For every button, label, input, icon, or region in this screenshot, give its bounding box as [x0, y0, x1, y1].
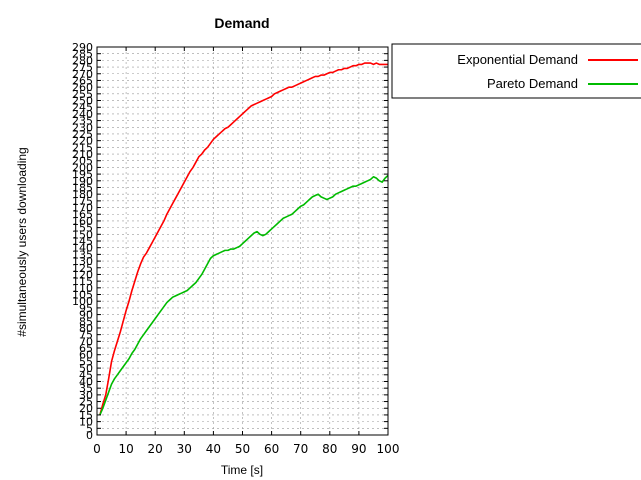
y-tick-label: 215 [72, 141, 93, 154]
series-line-pareto [99, 174, 389, 416]
y-tick-label: 125 [72, 262, 93, 275]
y-tick-label: 130 [72, 255, 93, 268]
y-tick-label: 230 [72, 121, 93, 134]
x-tick-label: 0 [93, 442, 101, 456]
x-tick-label: 100 [377, 442, 400, 456]
legend: Exponential Demand Pareto Demand [391, 43, 641, 99]
y-tick-label: 70 [79, 335, 93, 348]
y-tick-label: 160 [72, 215, 93, 228]
y-tick-label: 165 [72, 208, 93, 221]
y-tick-label: 205 [72, 155, 93, 168]
y-tick-label: 180 [72, 188, 93, 201]
y-tick-label: 10 [79, 416, 93, 429]
x-tick-label: 70 [293, 442, 308, 456]
y-tick-label: 280 [72, 54, 93, 67]
x-tick-label: 90 [351, 442, 366, 456]
y-tick-label: 265 [72, 74, 93, 87]
y-tick-label: 270 [72, 68, 93, 81]
y-tick-label: 185 [72, 181, 93, 194]
y-tick-label: 90 [79, 309, 93, 322]
y-tick-label: 260 [72, 81, 93, 94]
x-tick-label: 40 [206, 442, 221, 456]
y-tick-label: 220 [72, 135, 93, 148]
y-tick-label: 255 [72, 88, 93, 101]
y-axis-label: #simultaneously users downloading [15, 147, 29, 336]
x-tick-label: 50 [235, 442, 250, 456]
x-tick-label: 30 [177, 442, 192, 456]
y-tick-label: 245 [72, 101, 93, 114]
y-tick-label: 145 [72, 235, 93, 248]
y-tick-label: 235 [72, 115, 93, 128]
y-tick-label: 155 [72, 222, 93, 235]
y-tick-label: 85 [79, 315, 93, 328]
y-tick-label: 140 [72, 242, 93, 255]
y-tick-label: 55 [79, 355, 93, 368]
y-tick-label: 210 [72, 148, 93, 161]
y-tick-label: 115 [72, 275, 93, 288]
series-line-exponential [99, 62, 388, 416]
y-tick-label: 190 [72, 175, 93, 188]
y-tick-label: 65 [79, 342, 93, 355]
y-tick-label: 135 [72, 248, 93, 261]
y-tick-label: 200 [72, 161, 93, 174]
y-tick-label: 105 [72, 289, 93, 302]
legend-label-pareto: Pareto Demand [487, 76, 578, 91]
y-tick-label: 50 [79, 362, 93, 375]
legend-box [391, 43, 641, 99]
x-axis-ticks: 0 10 20 30 40 50 60 70 80 90 100 [93, 47, 399, 456]
grid [97, 47, 388, 435]
y-tick-label: 35 [79, 382, 93, 395]
y-tick-label: 275 [72, 61, 93, 74]
legend-label-exponential: Exponential Demand [457, 52, 578, 67]
y-tick-label: 250 [72, 95, 93, 108]
y-tick-label: 5 [86, 422, 93, 435]
x-tick-label: 10 [118, 442, 133, 456]
x-tick-label: 60 [264, 442, 279, 456]
y-tick-label: 45 [79, 369, 93, 382]
x-tick-label: 80 [322, 442, 337, 456]
y-tick-label: 95 [79, 302, 93, 315]
y-tick-label: 240 [72, 108, 93, 121]
y-tick-label: 285 [72, 48, 93, 61]
y-tick-label: 110 [72, 282, 93, 295]
y-tick-label: 75 [79, 329, 93, 342]
y-tick-label: 20 [79, 402, 93, 415]
y-axis-ticks: 0510152025303540455055606570758085909510… [72, 41, 388, 442]
chart-title: Demand [214, 15, 269, 31]
y-tick-label: 175 [72, 195, 93, 208]
y-tick-label: 195 [72, 168, 93, 181]
y-tick-label: 80 [79, 322, 93, 335]
series-lines [99, 62, 389, 416]
y-tick-label: 40 [79, 375, 93, 388]
x-tick-label: 20 [148, 442, 163, 456]
y-tick-label: 100 [72, 295, 93, 308]
y-tick-label: 30 [79, 389, 93, 402]
y-tick-label: 15 [79, 409, 93, 422]
y-tick-label: 225 [72, 128, 93, 141]
y-tick-label: 150 [72, 228, 93, 241]
y-tick-label: 290 [72, 41, 93, 54]
y-tick-label: 60 [79, 349, 93, 362]
x-axis-label: Time [s] [221, 463, 263, 477]
y-tick-label: 170 [72, 202, 93, 215]
y-tick-label: 120 [72, 268, 93, 281]
y-tick-label: 0 [86, 429, 93, 442]
y-tick-label: 25 [79, 396, 93, 409]
